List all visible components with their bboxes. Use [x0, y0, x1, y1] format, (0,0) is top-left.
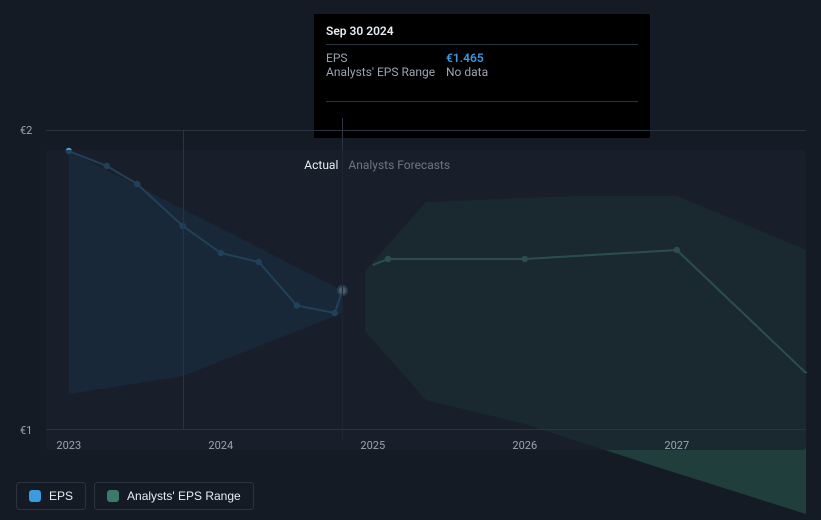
tooltip-row-range: Analysts' EPS Range No data	[326, 65, 638, 79]
tooltip-val: €1.465	[446, 51, 484, 65]
tooltip-key: EPS	[326, 51, 446, 65]
legend-item-eps[interactable]: EPS	[16, 482, 86, 510]
tooltip-row-eps: EPS €1.465	[326, 51, 638, 65]
section-band	[46, 150, 806, 450]
section-label-forecast: Analysts Forecasts	[348, 158, 450, 172]
legend-item-range[interactable]: Analysts' EPS Range	[94, 482, 254, 510]
x-axis-line	[46, 429, 806, 430]
x-axis-tick: 2023	[56, 439, 81, 452]
chart: €2 €1 Actual Analysts Forecasts 20232024…	[16, 120, 806, 440]
legend-label: EPS	[49, 489, 73, 503]
x-axis-tick: 2025	[360, 439, 385, 452]
y-axis-label-max: €2	[20, 124, 32, 137]
legend: EPS Analysts' EPS Range	[16, 482, 254, 510]
legend-swatch-icon	[29, 490, 41, 502]
plot-area[interactable]: Actual Analysts Forecasts 20232024202520…	[46, 130, 806, 430]
tooltip-divider	[326, 101, 638, 102]
gridline-top	[46, 130, 806, 131]
section-label-actual: Actual	[292, 158, 338, 172]
tooltip-val: No data	[446, 65, 488, 79]
legend-swatch-icon	[107, 490, 119, 502]
tooltip-date: Sep 30 2024	[326, 24, 638, 45]
x-axis-tick: 2026	[512, 439, 537, 452]
x-axis-tick: 2027	[664, 439, 689, 452]
x-axis-tick: 2024	[208, 439, 233, 452]
y-axis-label-min: €1	[20, 424, 32, 437]
legend-label: Analysts' EPS Range	[127, 489, 241, 503]
divider-2024	[183, 130, 184, 430]
tooltip-key: Analysts' EPS Range	[326, 65, 446, 79]
